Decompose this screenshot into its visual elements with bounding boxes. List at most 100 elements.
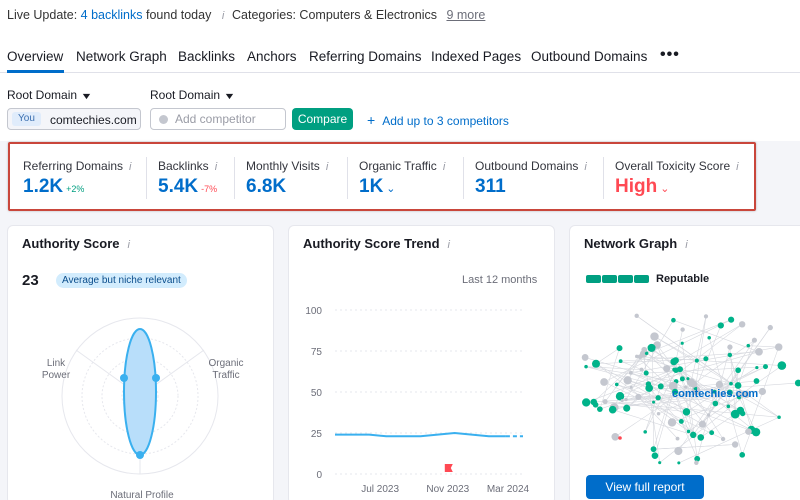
axis-label-natural-profile: Natural Profile <box>110 490 174 500</box>
metric-value: 6.8K <box>246 176 287 197</box>
network-node <box>774 343 783 351</box>
network-edge <box>585 357 697 391</box>
tab-indexed-pages[interactable]: Indexed Pages <box>431 49 522 64</box>
network-node <box>751 337 757 343</box>
info-icon[interactable]: i <box>736 161 739 173</box>
info-icon[interactable]: i <box>584 161 587 173</box>
network-node <box>689 431 697 439</box>
info-icon[interactable]: i <box>685 239 688 251</box>
network-node <box>727 344 733 350</box>
add-competitors-label: Add up to 3 competitors <box>382 114 509 128</box>
network-node <box>629 385 633 389</box>
network-graph-canvas[interactable] <box>570 286 800 471</box>
tab-anchors[interactable]: Anchors <box>247 49 297 64</box>
info-icon[interactable]: i <box>442 161 446 173</box>
network-edge <box>686 325 722 412</box>
metric-label: Outbound Domains <box>475 159 579 173</box>
metric-delta: -7% <box>201 184 218 194</box>
chevron-down-icon[interactable]: ⌄ <box>386 183 396 195</box>
info-icon[interactable]: i <box>129 161 132 173</box>
info-icon[interactable]: i <box>447 239 450 251</box>
your-domain-field[interactable]: You comtechies.com <box>7 108 141 130</box>
axis-label-organic-traffic: Organic Traffic <box>208 358 243 381</box>
network-node <box>682 408 691 416</box>
metric-label: Monthly Visits <box>246 159 320 173</box>
network-node <box>602 399 608 405</box>
info-icon[interactable]: i <box>221 10 225 22</box>
root-domain-dropdown[interactable]: Root Domain ▼ <box>7 88 93 102</box>
network-edge <box>622 393 741 401</box>
network-node <box>663 365 671 373</box>
competitor-root-domain-dropdown[interactable]: Root Domain ▼ <box>150 88 236 102</box>
reputation-label: Reputable <box>656 273 710 285</box>
you-badge: You <box>12 112 41 126</box>
network-node <box>614 382 619 387</box>
metric-label: Organic Traffic <box>359 159 437 173</box>
network-node <box>643 430 647 434</box>
network-node <box>694 358 699 363</box>
network-node <box>675 436 680 441</box>
axis-label-link-power: Link Power <box>42 358 71 381</box>
network-node <box>592 401 599 408</box>
network-node <box>736 406 745 415</box>
network-node <box>689 380 698 388</box>
network-graph-card: Network Graph i Reputable comtechies.com … <box>569 225 800 500</box>
tab-outbound-domains[interactable]: Outbound Domains <box>531 49 648 64</box>
network-node <box>767 324 773 331</box>
add-competitors-link[interactable]: + Add up to 3 competitors <box>367 112 509 128</box>
network-edge <box>630 372 752 431</box>
trend-period: Last 12 months <box>462 274 538 286</box>
live-update: Live Update: 4 backlinks found today i <box>7 8 224 22</box>
network-node <box>712 400 719 407</box>
compare-button[interactable]: Compare <box>292 108 353 130</box>
network-node <box>677 461 681 465</box>
network-node <box>777 415 781 420</box>
network-edge <box>646 319 732 354</box>
network-node <box>717 322 724 329</box>
view-full-report-button[interactable]: View full report <box>586 475 704 499</box>
network-edge <box>638 396 678 439</box>
network-node <box>678 418 684 424</box>
network-node <box>742 390 751 399</box>
tab-referring-domains[interactable]: Referring Domains <box>309 49 422 64</box>
info-icon[interactable]: i <box>325 161 329 173</box>
network-edge <box>654 336 732 384</box>
tab-overview[interactable]: Overview <box>7 49 64 64</box>
competitor-dot-icon <box>159 115 168 124</box>
chevron-down-icon[interactable]: ⌄ <box>660 183 670 195</box>
radar-point <box>152 374 160 382</box>
network-edge <box>636 315 780 418</box>
authority-radar-chart: Link Power Organic Traffic Natural Profile <box>42 317 244 500</box>
authority-badge: Average but niche relevant <box>56 273 187 288</box>
authority-trend-chart: 100 75 50 25 0 Jul 2023 Nov 2023 Mar 2024 <box>305 306 529 495</box>
y-tick-label: 100 <box>305 306 322 317</box>
network-node <box>584 364 588 369</box>
tab-network-graph[interactable]: Network Graph <box>76 49 167 64</box>
network-edge <box>692 327 771 436</box>
plus-icon: + <box>367 112 376 128</box>
network-edge <box>693 339 755 385</box>
network-node <box>643 370 649 376</box>
network-node <box>755 347 763 356</box>
competitor-input[interactable] <box>175 112 281 126</box>
backlinks-found-link[interactable]: 4 backlinks <box>80 8 143 22</box>
tab-backlinks[interactable]: Backlinks <box>178 49 236 64</box>
network-edge <box>644 370 677 433</box>
info-icon[interactable]: i <box>214 161 218 173</box>
network-node <box>703 314 709 319</box>
network-node <box>727 352 733 358</box>
metrics-summary: Referring Domains i 1.2K +2% Backlinks i 5.… <box>8 142 756 211</box>
network-edge <box>603 319 732 383</box>
categories-more-link[interactable]: 9 more <box>446 8 486 22</box>
info-icon[interactable]: i <box>127 239 130 251</box>
more-tabs-icon[interactable]: ••• <box>660 46 680 63</box>
network-center-domain[interactable]: comtechies.com <box>672 388 759 400</box>
y-tick-label: 75 <box>311 347 323 358</box>
card-title: Authority Score Trend <box>303 236 440 251</box>
network-edge <box>640 356 782 366</box>
y-tick-label: 50 <box>311 388 323 399</box>
network-node <box>680 327 685 332</box>
network-node <box>739 451 746 458</box>
active-tab-indicator <box>7 70 64 73</box>
network-node <box>735 367 741 374</box>
